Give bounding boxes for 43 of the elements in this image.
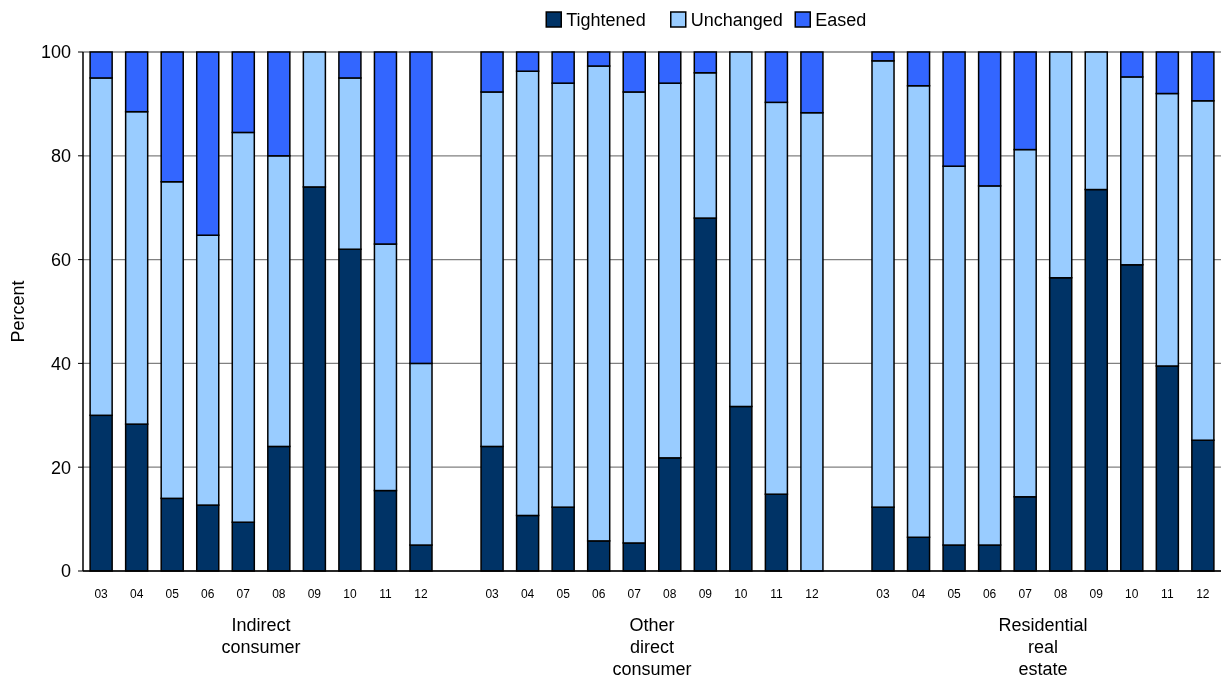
x-tick-label: 05: [165, 587, 180, 601]
legend-label: Tightened: [566, 10, 646, 31]
text: Other direct consumer: [612, 615, 692, 679]
legend-label: Eased: [815, 10, 867, 31]
y-tick-label: 40: [50, 353, 71, 374]
x-tick-label: 10: [1125, 587, 1139, 601]
x-tick-label: 10: [734, 587, 748, 601]
y-tick-label: 20: [50, 457, 71, 478]
x-tick-label: 11: [1161, 587, 1174, 601]
y-tick-label: 60: [50, 249, 71, 270]
x-tick-label: 07: [236, 587, 251, 601]
y-tick-label: 100: [40, 42, 71, 63]
x-tick-label: 09: [307, 587, 322, 601]
x-tick-label: 06: [982, 587, 997, 601]
x-tick-label: 04: [911, 587, 926, 601]
x-tick-label: 11: [770, 587, 783, 601]
legend-label: Unchanged: [690, 10, 783, 31]
x-tick-label: 10: [343, 587, 357, 601]
y-tick-label: 0: [60, 561, 71, 582]
x-tick-label: 07: [627, 587, 642, 601]
x-tick-label: 03: [485, 587, 500, 601]
x-tick-label: 04: [520, 587, 535, 601]
x-tick-label: 12: [1196, 587, 1210, 601]
x-tick-label: 09: [698, 587, 713, 601]
x-tick-label: 05: [947, 587, 962, 601]
y-axis-title: Percent: [8, 280, 28, 343]
x-tick-label: 03: [94, 587, 109, 601]
x-tick-label: 08: [663, 587, 677, 601]
y-tick-label: 80: [50, 146, 71, 167]
text: Indirect consumer: [221, 615, 301, 657]
x-tick-label: 05: [556, 587, 571, 601]
x-tick-label: 07: [1018, 587, 1033, 601]
x-tick-label: 11: [379, 587, 392, 601]
x-tick-label: 12: [414, 587, 428, 601]
x-tick-label: 06: [201, 587, 215, 601]
x-tick-label: 04: [129, 587, 144, 601]
x-tick-label: 08: [1054, 587, 1068, 601]
x-tick-label: 08: [272, 587, 286, 601]
x-tick-label: 06: [592, 587, 606, 601]
x-tick-label: 09: [1089, 587, 1104, 601]
x-tick-label: 03: [876, 587, 891, 601]
x-tick-label: 12: [805, 587, 819, 601]
text: Residential real estate: [998, 615, 1088, 679]
